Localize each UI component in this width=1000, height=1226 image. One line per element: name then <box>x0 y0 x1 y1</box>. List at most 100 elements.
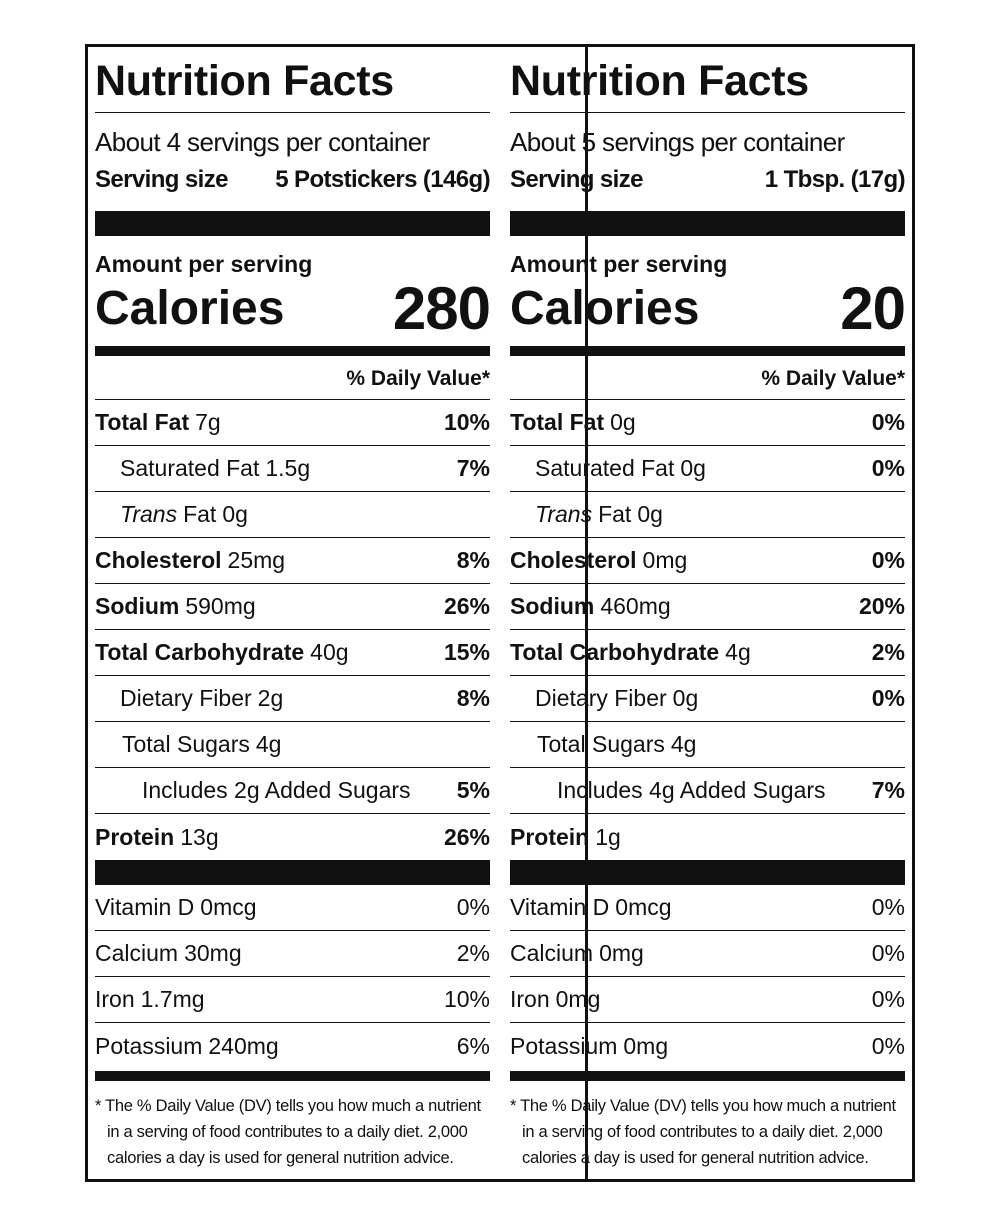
nutrient-row: Sodium 460mg 20% <box>510 584 905 630</box>
nutrient-row: Sodium 590mg 26% <box>95 584 490 630</box>
footnote-line: calories a day is used for general nutri… <box>107 1149 454 1167</box>
nutrient-name: Saturated Fat <box>120 455 260 481</box>
footnote-line: * The % Daily Value (DV) tells you how m… <box>510 1097 896 1115</box>
nutrient-row: Total Fat 0g 0% <box>510 400 905 446</box>
nutrient-amount: 2g <box>257 685 284 711</box>
vitamin-amount: 0mg <box>599 940 644 966</box>
serving-size-label: Serving size <box>510 166 643 193</box>
nutrient-amount: 590mg <box>185 593 256 619</box>
servings: About 4 servings per container <box>95 127 430 157</box>
vitamin-name: Iron <box>510 986 550 1012</box>
calories-row: Calories 20 <box>510 275 906 342</box>
footnote: * The % Daily Value (DV) tells you how m… <box>95 1081 490 1171</box>
nutrient-row: Total Carbohydrate 4g 2% <box>510 630 905 676</box>
nutrient-row: Includes 2g Added Sugars 5% <box>95 768 490 814</box>
daily-value: 0% <box>871 1032 905 1059</box>
nutrient-row: Total Sugars 4g <box>95 722 490 768</box>
panel-title: Nutrition Facts <box>95 47 490 113</box>
vitamin-row: Vitamin D 0mcg 0% <box>510 885 905 931</box>
nutrient-amount: 25mg <box>227 547 286 573</box>
nutrient-name: Total Carbohydrate <box>510 639 720 665</box>
nutrient-row: Trans Fat 0g <box>95 492 490 538</box>
nutrient-amount: 40g <box>310 639 349 665</box>
vitamin-row: Potassium 0mg 0% <box>510 1023 905 1069</box>
nutrient-name: Total Fat <box>95 409 190 435</box>
nutrient-name: Fat <box>598 501 632 527</box>
nutrient-row: Total Carbohydrate 40g 15% <box>95 630 490 676</box>
vitamin-name: Vitamin D <box>95 894 195 920</box>
daily-value: 5% <box>456 777 490 803</box>
nutrient-amount: 460mg <box>600 593 671 619</box>
nutrient-name: Sodium <box>510 593 595 619</box>
daily-value: 0% <box>871 986 905 1012</box>
daily-value: 15% <box>443 639 490 665</box>
thick-rule <box>95 211 490 236</box>
nutrient-amount: 0g <box>222 501 248 527</box>
daily-value: 0% <box>871 547 905 573</box>
nutrient-row: Cholesterol 25mg 8% <box>95 538 490 584</box>
daily-value: 2% <box>871 639 905 665</box>
vitamin-row: Vitamin D 0mcg 0% <box>95 885 490 931</box>
footnote-line: in a serving of food contributes to a da… <box>107 1123 468 1141</box>
servings: About 5 servings per container <box>510 127 845 157</box>
footnote-line: calories a day is used for general nutri… <box>522 1149 869 1167</box>
vitamin-amount: 0mcg <box>615 894 672 920</box>
nutrient-name: Total Sugars <box>122 731 250 757</box>
label-frame: Nutrition Facts About 4 servings per cont… <box>85 44 915 1182</box>
vitamin-name: Calcium <box>95 940 179 966</box>
nutrient-name: Sodium <box>95 593 180 619</box>
vitamin-name: Calcium <box>510 940 594 966</box>
nutrient-row: Cholesterol 0mg 0% <box>510 538 905 584</box>
nutrient-name: Protein <box>95 823 175 850</box>
daily-value: 0% <box>871 894 905 920</box>
daily-value: 20% <box>858 593 905 619</box>
daily-value: 7% <box>456 455 490 481</box>
calories-label: Calories <box>510 281 700 335</box>
vitamin-name: Vitamin D <box>510 894 610 920</box>
nutrient-name: Dietary Fiber <box>120 685 252 711</box>
thick-rule <box>510 1071 905 1081</box>
serving-size-value: 1 Tbsp. (17g) <box>764 166 906 193</box>
nutrient-name: Trans <box>120 501 178 527</box>
nutrient-amount: 0mg <box>642 547 688 573</box>
daily-value: 0% <box>456 894 490 920</box>
footnote: * The % Daily Value (DV) tells you how m… <box>510 1081 905 1171</box>
vitamin-amount: 0mg <box>555 986 601 1012</box>
nutrient-row: Protein 13g 26% <box>95 814 490 860</box>
nutrient-name: Total Fat <box>510 409 605 435</box>
vitamin-amount: 0mcg <box>200 894 257 920</box>
nutrient-name: Cholesterol <box>510 547 637 573</box>
vitamin-amount: 30mg <box>184 940 242 966</box>
thick-rule <box>95 346 490 356</box>
nutrient-amount: 1.5g <box>265 455 311 481</box>
thick-rule <box>510 346 905 356</box>
vitamin-row: Iron 0mg 0% <box>510 977 905 1023</box>
nutrient-name: Dietary Fiber <box>535 685 667 711</box>
vitamin-row: Calcium 0mg 0% <box>510 931 905 977</box>
amount-per-serving: Amount per serving <box>95 251 313 277</box>
vitamin-row: Potassium 240mg 6% <box>95 1023 490 1069</box>
panel-title: Nutrition Facts <box>510 47 905 113</box>
nutrient-row: Saturated Fat 1.5g 7% <box>95 446 490 492</box>
nutrient-amount: 13g <box>180 823 219 850</box>
daily-value: 10% <box>443 986 490 1012</box>
amount-per-serving: Amount per serving <box>510 251 728 277</box>
vitamin-name: Potassium <box>95 1032 203 1059</box>
daily-value: 26% <box>443 593 490 619</box>
vitamin-row: Iron 1.7mg 10% <box>95 977 490 1023</box>
serving-size-value: 5 Potstickers (146g) <box>275 166 490 193</box>
vitamin-amount: 240mg <box>208 1032 279 1059</box>
nutrient-amount: 4g <box>670 731 697 757</box>
daily-value: 0% <box>871 685 905 711</box>
nutrient-name: Saturated Fat <box>535 455 675 481</box>
serving-size: Serving size 5 Potstickers (146g) <box>95 163 491 201</box>
nutrient-row: Total Fat 7g 10% <box>95 400 490 446</box>
nutrient-name: Fat <box>183 501 217 527</box>
nutrient-row: Includes 4g Added Sugars 7% <box>510 768 905 814</box>
nutrient-amount: 1g <box>595 823 621 850</box>
vitamin-row: Calcium 30mg 2% <box>95 931 490 977</box>
nutrient-row: Protein 1g <box>510 814 905 860</box>
calories-label: Calories <box>95 281 285 335</box>
nutrient-name: Total Sugars <box>537 731 665 757</box>
